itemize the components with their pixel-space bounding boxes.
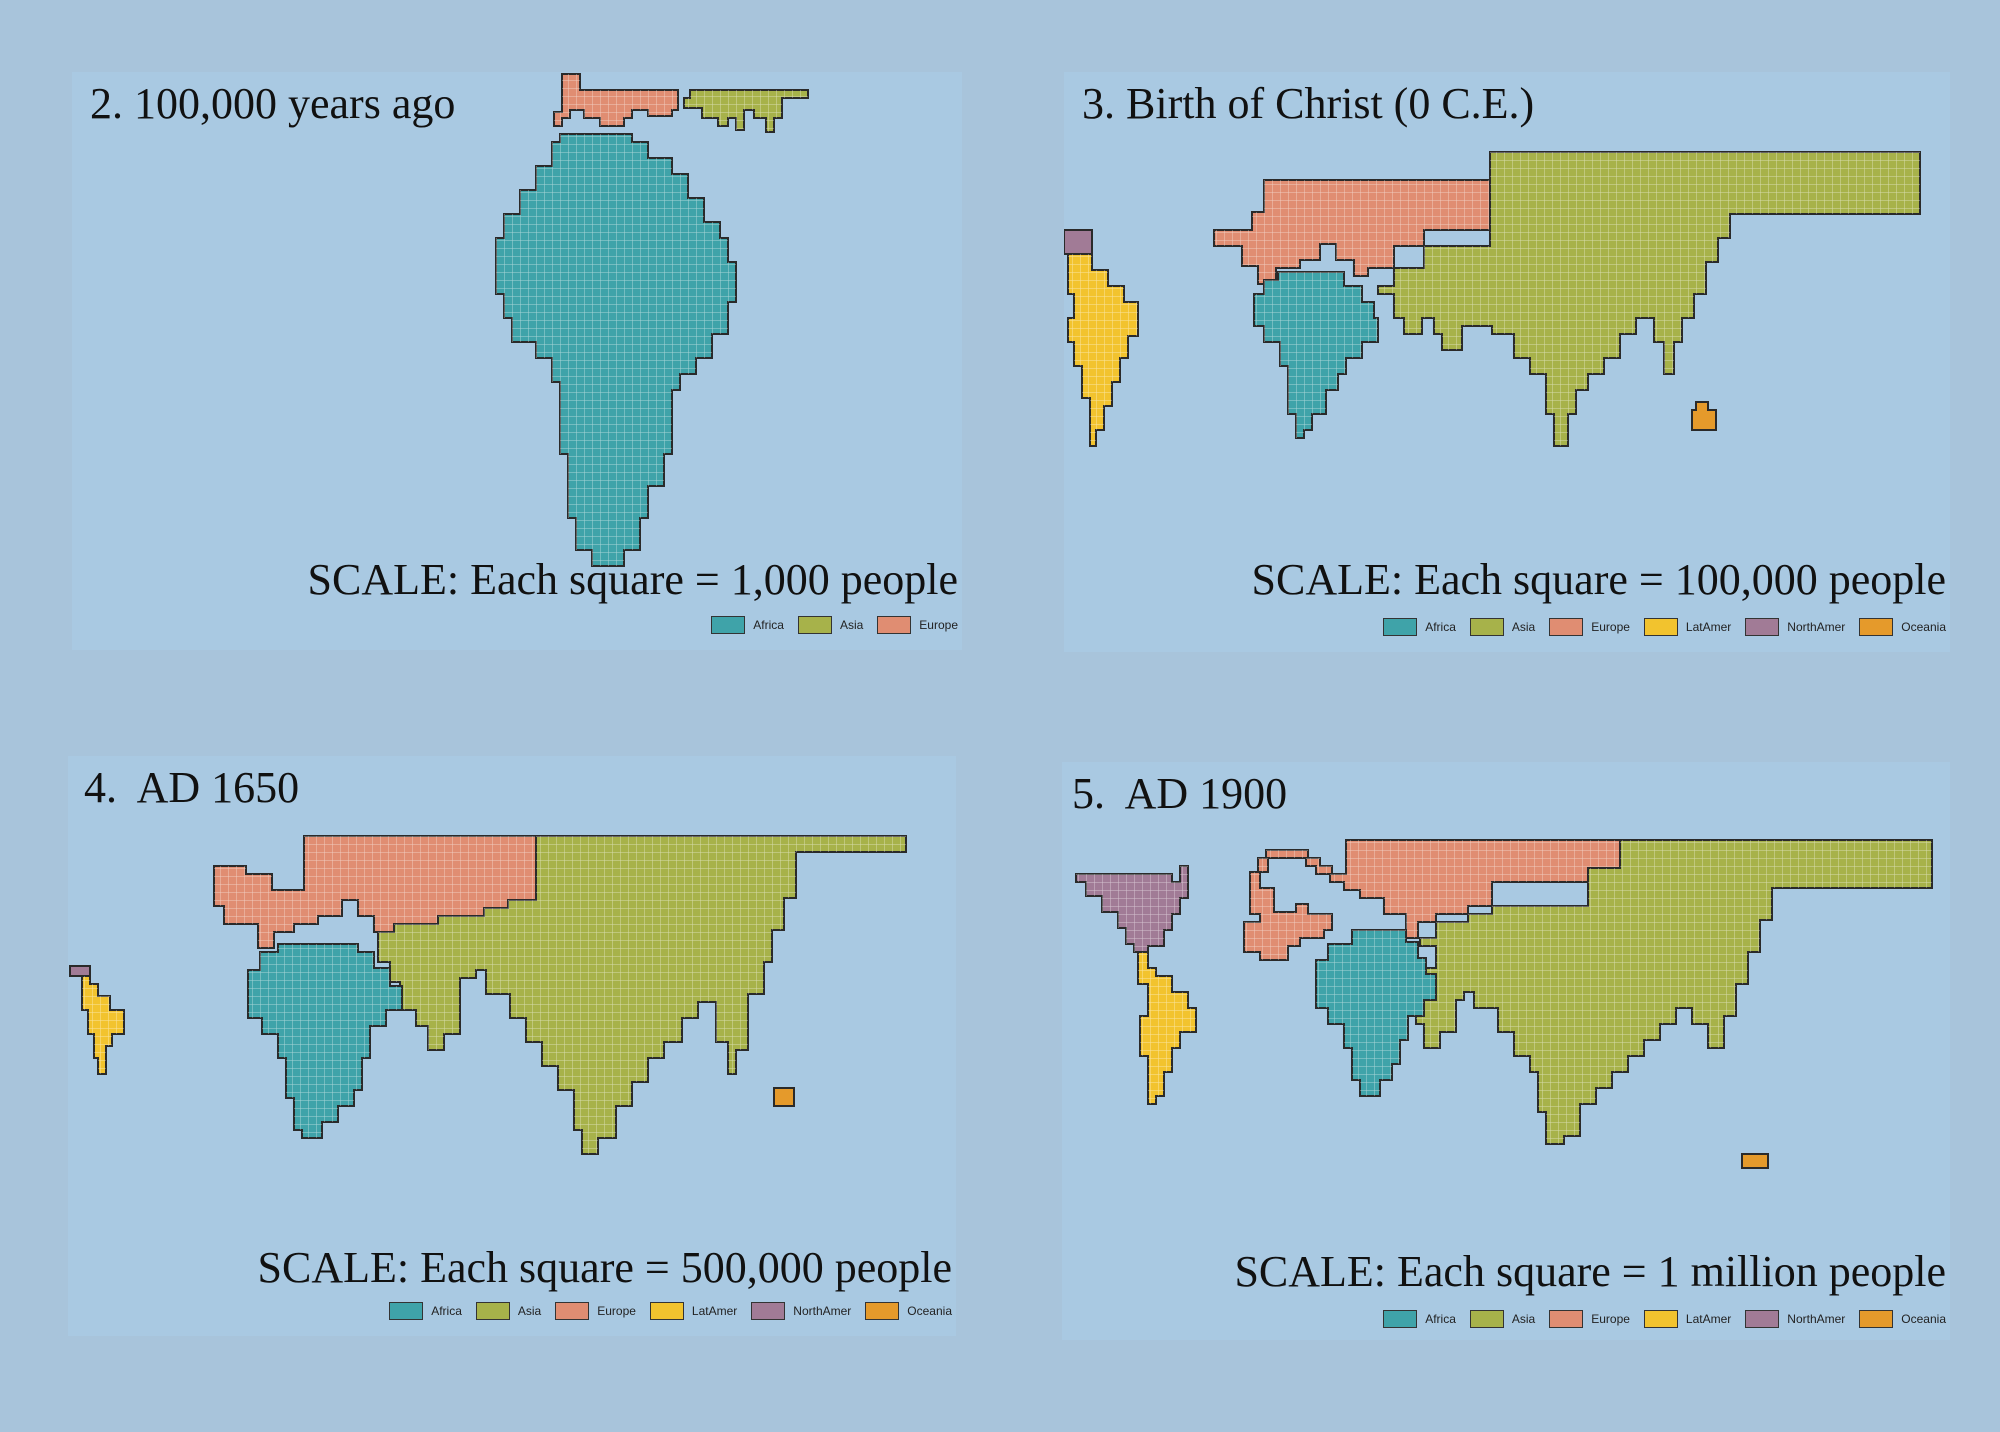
legend-item-oceania: Oceania — [1859, 618, 1946, 636]
legend-label: Africa — [1425, 1312, 1456, 1326]
map-panel-ad-1900: 5. AD 1900 SCALE: Each square = 1 millio… — [1062, 762, 1950, 1340]
legend-item-asia: Asia — [797, 616, 864, 634]
legend-swatch — [1383, 1310, 1418, 1328]
legend-swatch — [1469, 618, 1504, 636]
legend-label: LatAmer — [691, 1304, 738, 1318]
legend-swatch — [1859, 618, 1894, 636]
legend-item-latamer: LatAmer — [1643, 1310, 1732, 1328]
region-northamer — [69, 965, 91, 977]
map-panel-ad-1650: 4. AD 1650 SCALE: Each square = 500,000 … — [68, 756, 956, 1336]
legend-label: LatAmer — [1685, 1312, 1732, 1326]
legend-swatch — [711, 616, 746, 634]
cartogram-map — [69, 835, 907, 1155]
legend-label: Africa — [753, 618, 784, 632]
scale-caption: SCALE: Each square = 1,000 people — [307, 555, 958, 604]
legend-item-africa: Africa — [1383, 618, 1456, 636]
legend-item-northamer: NorthAmer — [1745, 618, 1845, 636]
legend-item-latamer: LatAmer — [649, 1302, 738, 1320]
cartogram-map — [1075, 839, 1933, 1169]
legend-swatch — [1549, 1310, 1584, 1328]
legend: Africa Asia Europe — [697, 616, 958, 634]
legend-item-oceania: Oceania — [865, 1302, 952, 1320]
panel-title: 5. AD 1900 — [1072, 769, 1288, 818]
legend-swatch — [389, 1302, 424, 1320]
legend-label: Asia — [1511, 620, 1536, 634]
legend-item-europe: Europe — [555, 1302, 636, 1320]
legend-item-latamer: LatAmer — [1643, 618, 1732, 636]
legend-label: Africa — [431, 1304, 462, 1318]
legend-label: Africa — [1425, 620, 1456, 634]
legend-swatch — [751, 1302, 786, 1320]
region-northamer — [1064, 229, 1093, 255]
legend-item-northamer: NorthAmer — [751, 1302, 851, 1320]
legend-item-europe: Europe — [1549, 618, 1630, 636]
scale-caption: SCALE: Each square = 500,000 people — [257, 1243, 952, 1292]
legend-swatch — [1383, 618, 1418, 636]
legend-swatch — [1745, 1310, 1780, 1328]
legend-label: Europe — [597, 1304, 636, 1318]
legend-label: Oceania — [907, 1304, 952, 1318]
legend-label: Europe — [919, 618, 958, 632]
legend-label: Asia — [839, 618, 864, 632]
legend: Africa Asia Europe LatAmer NorthAmer Oce… — [375, 1302, 952, 1320]
legend-label: NorthAmer — [1787, 1312, 1846, 1326]
legend-swatch — [1549, 618, 1584, 636]
scale-caption: SCALE: Each square = 1 million people — [1234, 1247, 1946, 1296]
legend-swatch — [865, 1302, 900, 1320]
legend-label: NorthAmer — [1787, 620, 1846, 634]
legend-swatch — [475, 1302, 510, 1320]
legend-item-asia: Asia — [475, 1302, 542, 1320]
legend-item-africa: Africa — [711, 616, 784, 634]
map-panel-birth-of-christ: 3. Birth of Christ (0 C.E.) SCALE: Each … — [1064, 72, 1950, 652]
legend-swatch — [1745, 618, 1780, 636]
cartogram-map — [495, 73, 809, 567]
cartogram-map — [1064, 151, 1921, 447]
legend-swatch — [1643, 618, 1678, 636]
legend: Africa Asia Europe LatAmer NorthAmer Oce… — [1369, 1310, 1946, 1328]
legend-swatch — [1469, 1310, 1504, 1328]
legend-swatch — [555, 1302, 590, 1320]
legend-label: Asia — [1511, 1312, 1536, 1326]
legend-swatch — [797, 616, 832, 634]
legend-item-europe: Europe — [877, 616, 958, 634]
legend: Africa Asia Europe LatAmer NorthAmer Oce… — [1369, 618, 1946, 636]
legend-item-africa: Africa — [389, 1302, 462, 1320]
scale-caption: SCALE: Each square = 100,000 people — [1251, 555, 1946, 604]
legend-item-northamer: NorthAmer — [1745, 1310, 1845, 1328]
panel-title: 3. Birth of Christ (0 C.E.) — [1082, 79, 1535, 128]
legend-swatch — [1859, 1310, 1894, 1328]
legend-label: NorthAmer — [793, 1304, 852, 1318]
legend-item-asia: Asia — [1469, 618, 1536, 636]
legend-label: LatAmer — [1685, 620, 1732, 634]
legend-swatch — [649, 1302, 684, 1320]
legend-label: Europe — [1591, 1312, 1630, 1326]
map-panel-100000-years-ago: 2. 100,000 years ago SCALE: Each square … — [72, 72, 962, 650]
legend-item-oceania: Oceania — [1859, 1310, 1946, 1328]
panel-title: 2. 100,000 years ago — [90, 79, 456, 128]
legend-label: Oceania — [1901, 620, 1946, 634]
legend-label: Europe — [1591, 620, 1630, 634]
region-oceania — [773, 1087, 795, 1107]
legend-label: Oceania — [1901, 1312, 1946, 1326]
legend-label: Asia — [517, 1304, 542, 1318]
legend-item-asia: Asia — [1469, 1310, 1536, 1328]
legend-swatch — [1643, 1310, 1678, 1328]
panel-title: 4. AD 1650 — [84, 763, 300, 812]
region-oceania — [1741, 1153, 1769, 1169]
legend-item-africa: Africa — [1383, 1310, 1456, 1328]
legend-item-europe: Europe — [1549, 1310, 1630, 1328]
region-oceania — [1691, 401, 1717, 431]
legend-swatch — [877, 616, 912, 634]
